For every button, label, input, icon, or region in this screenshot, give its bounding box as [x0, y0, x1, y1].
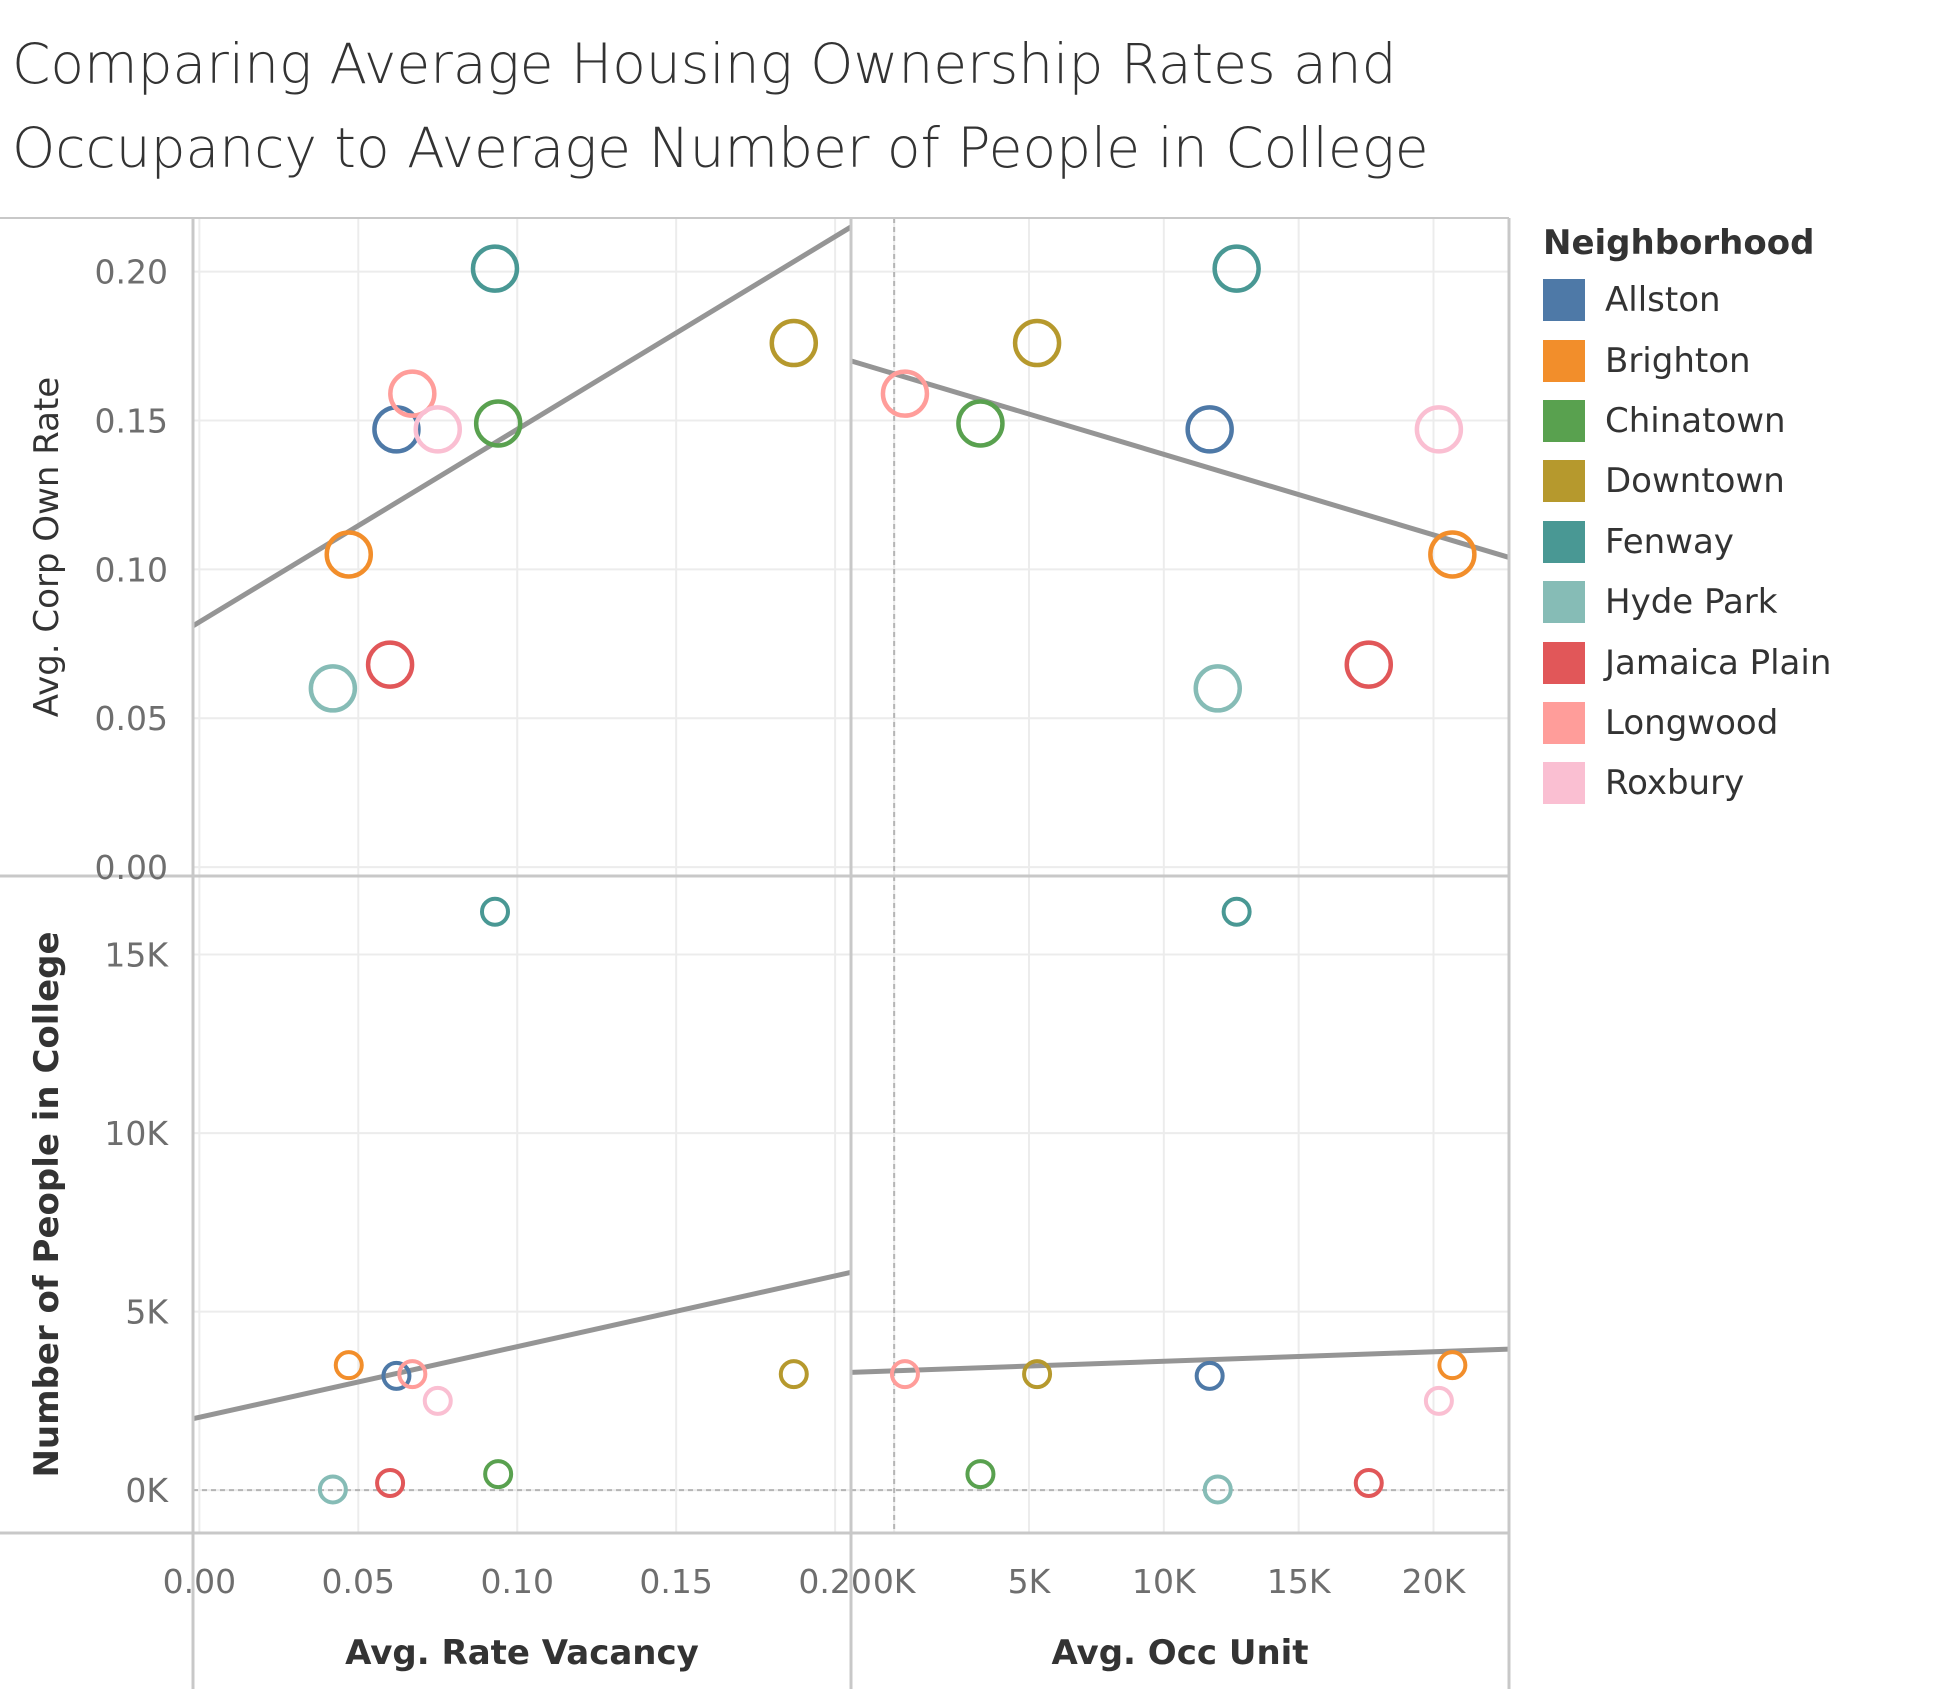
data-point-fenway — [1221, 896, 1252, 927]
x-axis-title: Avg. Rate Vacancy — [345, 1633, 699, 1673]
data-point-longwood — [388, 369, 437, 418]
y-tick-label: 0.20 — [95, 253, 168, 292]
legend-item[interactable]: Fenway — [1543, 512, 1831, 572]
x-tick-label: 0.05 — [322, 1562, 395, 1601]
data-point-jamaica-plain — [1353, 1468, 1384, 1499]
y-tick-label: 10K — [104, 1114, 169, 1153]
legend-label: Roxbury — [1605, 763, 1745, 804]
legend-swatch — [1543, 520, 1585, 563]
y-tick-label: 15K — [104, 936, 169, 975]
legend-label: Downtown — [1605, 461, 1785, 502]
data-point-roxbury — [1423, 1385, 1454, 1416]
legend-swatch — [1543, 339, 1585, 382]
data-point-longwood — [880, 369, 930, 418]
trend-line — [850, 1346, 1510, 1375]
trend-line — [192, 1269, 852, 1422]
data-point-hyde-park — [317, 1474, 348, 1505]
trend-line — [850, 358, 1510, 560]
x-tick-label: 10K — [1132, 1562, 1197, 1601]
y-axis-title: Number of People in College — [27, 931, 67, 1477]
legend-swatch — [1543, 641, 1585, 684]
x-tick-label: 20K — [1402, 1562, 1467, 1601]
legend-label: Longwood — [1605, 702, 1779, 743]
x-tick-label: 0.15 — [639, 1562, 712, 1601]
legend-label: Allston — [1605, 280, 1721, 321]
data-point-downtown — [778, 1359, 809, 1390]
legend-item[interactable]: Allston — [1543, 270, 1831, 330]
y-tick-label: 0.10 — [95, 550, 168, 589]
data-point-jamaica-plain — [365, 640, 415, 689]
legend: Neighborhood Allston Brighton Chinatown Dow… — [1543, 222, 1831, 814]
data-point-jamaica-plain — [375, 1468, 406, 1499]
chart-title-line2: Occupancy to Average Number of People in… — [12, 116, 1429, 180]
data-point-brighton — [333, 1350, 364, 1381]
data-point-chinatown — [956, 399, 1005, 448]
legend-swatch — [1543, 460, 1585, 503]
y-tick-label: 5K — [125, 1293, 169, 1332]
data-point-longwood — [889, 1359, 920, 1390]
x-axis-title: Avg. Occ Unit — [1051, 1633, 1308, 1673]
data-point-chinatown — [965, 1459, 996, 1490]
data-point-brighton — [1428, 530, 1477, 579]
data-point-hyde-park — [1193, 664, 1243, 713]
legend-title: Neighborhood — [1543, 223, 1815, 263]
legend-item[interactable]: Downtown — [1543, 451, 1831, 511]
x-tick-label: 0.00 — [163, 1562, 236, 1601]
legend-item[interactable]: Hyde Park — [1543, 572, 1831, 632]
data-point-longwood — [397, 1359, 428, 1390]
data-point-downtown — [1022, 1359, 1053, 1390]
y-tick-label: 0.15 — [95, 401, 168, 440]
x-tick-label: 0K — [873, 1562, 917, 1601]
chart-title-line1: Comparing Average Housing Ownership Rate… — [12, 32, 1397, 96]
data-point-downtown — [769, 318, 819, 368]
legend-item[interactable]: Chinatown — [1543, 391, 1831, 451]
chart-title: Comparing Average Housing Ownership Rate… — [12, 22, 1512, 190]
y-axis-title: Avg. Corp Own Rate — [27, 377, 67, 717]
legend-label: Hyde Park — [1605, 582, 1778, 623]
legend-label: Brighton — [1605, 340, 1751, 381]
legend-label: Chinatown — [1605, 400, 1786, 441]
data-point-chinatown — [483, 1459, 514, 1490]
legend-swatch — [1543, 399, 1585, 442]
legend-item[interactable]: Jamaica Plain — [1543, 632, 1831, 692]
data-point-brighton — [1437, 1350, 1468, 1381]
y-tick-label: 0K — [125, 1471, 169, 1510]
legend-swatch — [1543, 581, 1585, 624]
legend-items: Allston Brighton Chinatown Downtown Fenway Hy… — [1543, 270, 1831, 814]
data-point-roxbury — [1414, 405, 1464, 454]
legend-item[interactable]: Roxbury — [1543, 753, 1831, 813]
x-tick-label: 0.10 — [480, 1562, 553, 1601]
data-point-roxbury — [413, 405, 463, 454]
y-tick-label: 0.05 — [95, 699, 168, 738]
data-point-fenway — [470, 244, 520, 293]
data-point-hyde-park — [1202, 1474, 1233, 1505]
legend-label: Fenway — [1605, 521, 1734, 562]
legend-label: Jamaica Plain — [1605, 642, 1832, 683]
legend-swatch — [1543, 279, 1585, 322]
data-point-allston — [381, 1360, 412, 1391]
data-point-fenway — [479, 896, 510, 927]
x-tick-label: 15K — [1267, 1562, 1332, 1601]
data-point-hyde-park — [308, 664, 358, 713]
data-point-jamaica-plain — [1344, 640, 1394, 689]
data-point-downtown — [1012, 318, 1062, 368]
data-point-allston — [1194, 1360, 1225, 1391]
data-point-allston — [1185, 405, 1234, 454]
legend-swatch — [1543, 701, 1585, 744]
x-tick-label: 0.20 — [798, 1562, 871, 1601]
data-point-brighton — [324, 530, 374, 579]
legend-swatch — [1543, 762, 1585, 805]
x-tick-label: 5K — [1008, 1562, 1052, 1601]
legend-item[interactable]: Brighton — [1543, 330, 1831, 390]
data-point-chinatown — [473, 399, 523, 448]
data-point-roxbury — [422, 1385, 453, 1416]
legend-item[interactable]: Longwood — [1543, 693, 1831, 753]
y-tick-label: 0.00 — [95, 848, 168, 887]
data-point-fenway — [1212, 244, 1261, 293]
